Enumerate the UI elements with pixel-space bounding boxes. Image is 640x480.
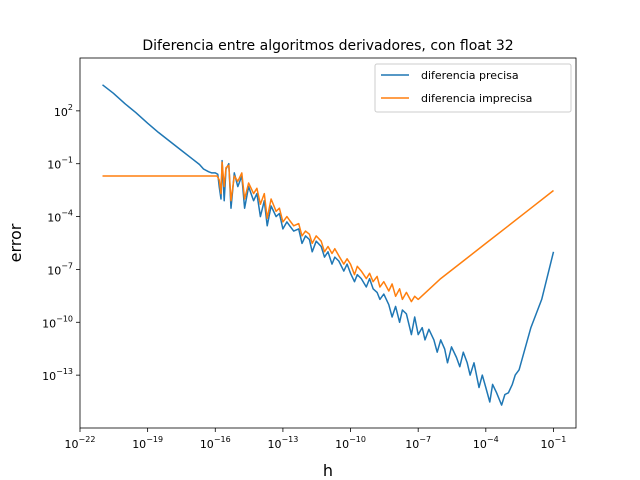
x-tick-label: 10−10 [335,435,366,451]
y-tick-label: 10−7 [47,261,73,277]
x-axis: 10−22 10−19 10−16 10−13 10−10 10−7 10−4 10−1 [65,428,567,451]
legend-label-imprecisa: diferencia imprecisa [421,92,532,105]
chart-title: Diferencia entre algoritmos derivadores,… [142,38,513,54]
x-tick-label: 10−13 [267,435,298,451]
x-tick-label: 10−7 [405,435,431,451]
y-axis: 10−13 10−10 10−7 10−4 10−1 102 [42,103,80,383]
x-axis-label: h [323,461,333,480]
series-line-imprecisa [102,161,554,303]
axes-frame [79,57,577,429]
x-tick-label: 10−22 [65,435,96,451]
x-tick-label: 10−1 [541,435,567,451]
y-tick-label: 102 [54,103,73,119]
x-tick-label: 10−4 [473,435,499,451]
series-line-precisa [102,84,555,406]
legend: diferencia precisa diferencia imprecisa [374,63,572,113]
x-tick-label: 10−19 [132,435,163,451]
plot-area [102,84,555,406]
legend-label-precisa: diferencia precisa [421,69,519,82]
legend-box [374,63,572,113]
y-axis-label: error [6,223,25,262]
y-tick-label: 10−1 [47,156,73,172]
x-tick-label: 10−16 [200,435,231,451]
y-tick-label: 10−4 [47,209,73,225]
y-tick-label: 10−13 [42,367,73,383]
y-tick-label: 10−10 [42,314,73,330]
